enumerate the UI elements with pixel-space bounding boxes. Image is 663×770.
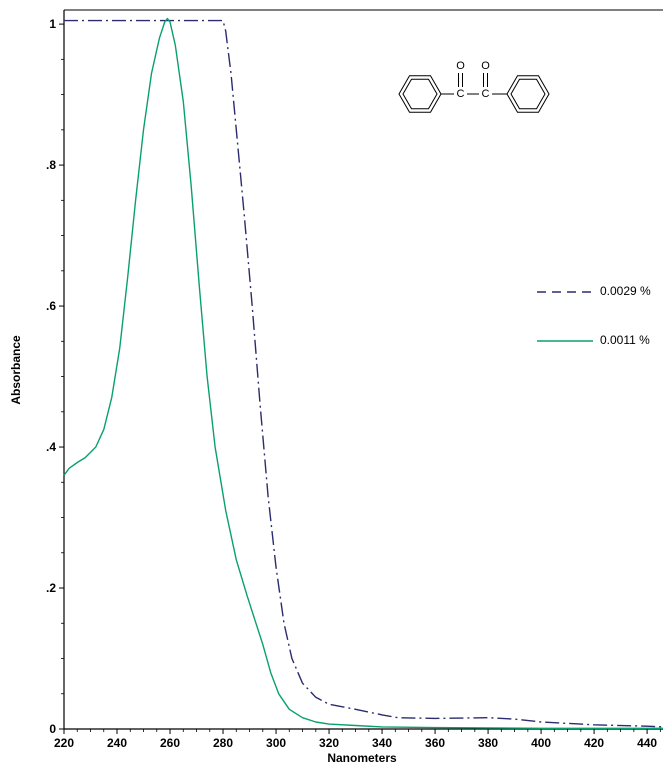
y-tick-labels: 0 .2 .4 .6 .8 1	[46, 17, 56, 736]
x-tick-label-320: 320	[319, 736, 339, 750]
y-tick-label-1: 1	[49, 17, 56, 31]
axes	[63, 9, 663, 730]
series-line-0	[64, 19, 663, 728]
x-tick-label-260: 260	[160, 736, 180, 750]
x-tick-label-280: 280	[213, 736, 233, 750]
x-tick-label-420: 420	[584, 736, 604, 750]
x-tick-label-380: 380	[478, 736, 498, 750]
x-axis-title: Nanometers	[327, 751, 397, 765]
atom-label-c2: C	[482, 88, 490, 100]
benzil-structure	[398, 73, 550, 113]
legend: 0.0029 % 0.0011 %	[537, 284, 651, 347]
x-tick-label-220: 220	[54, 736, 74, 750]
y-tick-label-0.6: .6	[46, 299, 56, 313]
left-ring-inner	[402, 78, 438, 110]
x-tick-label-300: 300	[266, 736, 286, 750]
atom-label-o2: O	[481, 60, 490, 72]
x-tick-label-240: 240	[107, 736, 127, 750]
x-tick-label-400: 400	[531, 736, 551, 750]
x-tick-label-340: 340	[372, 736, 392, 750]
legend-label-0011: 0.0011 %	[600, 333, 650, 347]
x-tick-label-360: 360	[425, 736, 445, 750]
y-tick-label-0.2: .2	[46, 581, 56, 595]
right-ring-inner	[510, 78, 546, 110]
y-tick-label-0.8: .8	[46, 158, 56, 172]
series-line-1	[63, 17, 663, 729]
tick-marks	[59, 23, 661, 734]
legend-label-0029: 0.0029 %	[600, 284, 651, 298]
y-tick-label-0.4: .4	[46, 440, 56, 454]
right-benzene-ring	[506, 75, 550, 113]
x-tick-labels: 220 240 260 280 300 320 340 360 380 400 420 440	[54, 736, 657, 750]
atom-label-c1: C	[457, 88, 465, 100]
series-lines	[63, 17, 663, 729]
y-tick-label-0: 0	[49, 722, 56, 736]
left-benzene-ring	[398, 75, 442, 113]
atom-label-o1: O	[456, 60, 465, 72]
x-tick-label-440: 440	[637, 736, 657, 750]
y-axis-title: Absorbance	[9, 335, 23, 405]
